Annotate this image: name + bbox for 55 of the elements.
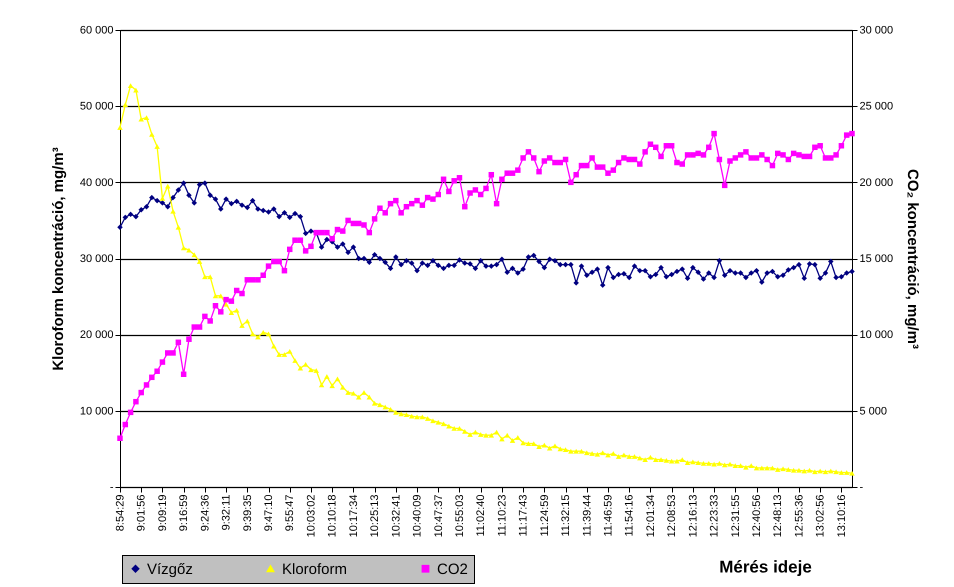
x-tick-label: 12:40:56 bbox=[751, 494, 764, 538]
x-tick-label: 10:25:13 bbox=[369, 494, 382, 538]
x-tick-label: 9:16:59 bbox=[178, 494, 190, 532]
x-tick-label: 10:55:03 bbox=[454, 494, 466, 538]
x-tick-label: 12:48:13 bbox=[772, 494, 784, 538]
x-tick-label: 11:10:23 bbox=[496, 494, 508, 537]
y-tick-label: - bbox=[110, 482, 114, 494]
x-tick-label: 12:01:34 bbox=[644, 494, 657, 538]
x-tick-label: 9:32:11 bbox=[220, 494, 233, 530]
x-tick-label: 9:09:19 bbox=[156, 494, 169, 532]
y-tick-label: 30 000 bbox=[80, 253, 114, 265]
legend-label: Vízgőz bbox=[147, 560, 193, 578]
x-tick-label: 10:47:37 bbox=[432, 494, 445, 538]
y2-tick-label: 5 000 bbox=[860, 405, 888, 418]
x-tick-label: 9:55:47 bbox=[284, 494, 296, 532]
x-tick-label: 10:32:41 bbox=[390, 494, 402, 538]
x-tick-label: 11:39:44 bbox=[581, 494, 594, 537]
x-tick-label: 12:08:53 bbox=[666, 494, 678, 538]
y-tick-label: 20 000 bbox=[80, 329, 114, 342]
x-tick-label: 11:17:43 bbox=[518, 494, 530, 537]
x-tick-label: 12:31:55 bbox=[730, 494, 742, 538]
x-tick-label: 9:24:36 bbox=[199, 494, 212, 532]
x-tick-label: 12:16:13 bbox=[687, 494, 700, 538]
x-tick-label: 11:24:59 bbox=[538, 494, 551, 537]
x-tick-label: 13:10:16 bbox=[836, 494, 848, 538]
y2-tick-label: 15 000 bbox=[860, 253, 894, 265]
x-tick-label: 10:40:09 bbox=[412, 494, 424, 538]
y-tick-label: 60 000 bbox=[80, 24, 114, 36]
x-tick-label: 12:23:33 bbox=[708, 494, 721, 538]
y-tick-label: 50 000 bbox=[80, 100, 114, 113]
x-tick-label: 10:03:02 bbox=[305, 494, 318, 538]
x-tick-label: 11:02:40 bbox=[475, 494, 488, 537]
x-axis-title: Mérés ideje bbox=[719, 558, 812, 576]
legend-label: Kloroform bbox=[282, 560, 348, 578]
legend-label: CO2 bbox=[437, 560, 468, 578]
x-tick-label: 12:55:36 bbox=[793, 494, 806, 538]
y2-axis-title: CO₂ koncentráció, mg/m³ bbox=[904, 168, 922, 350]
y-tick-label: 10 000 bbox=[80, 405, 114, 418]
x-tick-label: 8:54:29 bbox=[114, 494, 126, 532]
y-tick-label: 40 000 bbox=[80, 176, 114, 189]
x-tick-label: 11:32:15 bbox=[560, 494, 572, 537]
x-tick-label: 11:54:16 bbox=[624, 494, 636, 537]
x-tick-label: 13:02:56 bbox=[814, 494, 827, 538]
y2-tick-label: 25 000 bbox=[860, 100, 894, 113]
x-tick-label: 10:17:34 bbox=[348, 494, 360, 538]
y2-tick-label: - bbox=[860, 482, 864, 494]
y-axis-title: Kloroform koncentráció, mg/m³ bbox=[50, 147, 67, 371]
x-tick-label: 9:01:56 bbox=[136, 494, 148, 532]
x-tick-label: 9:47:10 bbox=[263, 494, 276, 532]
y2-tick-label: 20 000 bbox=[860, 176, 894, 189]
x-tick-label: 9:39:35 bbox=[242, 494, 254, 532]
x-tick-label: 11:46:59 bbox=[602, 494, 614, 537]
x-tick-label: 10:10:18 bbox=[326, 494, 339, 538]
y2-tick-label: 30 000 bbox=[860, 24, 894, 36]
y2-tick-label: 10 000 bbox=[860, 329, 894, 342]
